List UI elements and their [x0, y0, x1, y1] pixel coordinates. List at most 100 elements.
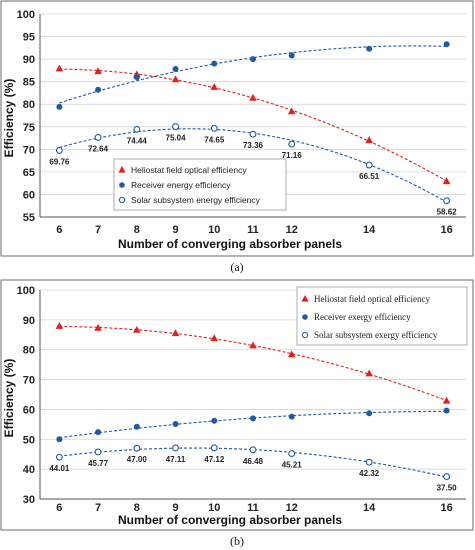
chart-b-receiver-point [366, 410, 373, 417]
chart-a-legend-marker-solar [118, 196, 126, 204]
chart-a-heliostat-point [249, 93, 257, 101]
chart-a-x-tick-label: 12 [286, 224, 298, 236]
chart-a-solar-point [94, 133, 102, 141]
chart-b-x-tick-label: 6 [56, 502, 62, 514]
chart-b-x-ticks: 6 7 8 9 10 11 12 14 16 [56, 502, 452, 514]
chart-b-series [55, 322, 451, 481]
chart-b-legend-marker-receiver [302, 314, 308, 320]
chart-b-y-tick-label: 70 [23, 375, 35, 387]
chart-b-data-label: 46.48 [243, 457, 264, 466]
chart-a-receiver-point [366, 45, 373, 52]
chart-a-x-tick-label: 9 [172, 224, 178, 236]
chart-b-data-label: 47.00 [127, 455, 148, 464]
chart-a-heliostat-point [365, 136, 373, 144]
chart-b-legend-box [296, 286, 468, 346]
chart-b-receiver-point [211, 417, 218, 424]
chart-a-caption: (a) [230, 260, 243, 274]
chart-b-x-tick-label: 7 [95, 502, 101, 514]
chart-a-heliostat-point [287, 107, 296, 115]
chart-a-trendline [59, 45, 447, 104]
chart-b-receiver-point [288, 413, 295, 420]
chart-a-legend-label: Heliostat field optical efficiency [131, 165, 247, 175]
chart-b-y-tick-label: 40 [23, 464, 35, 476]
chart-b-heliostat-point [94, 323, 102, 331]
chart-a-y-tick-label: 65 [23, 167, 35, 179]
chart-b-receiver-point [250, 415, 256, 422]
chart-a-data-label: 74.65 [204, 135, 225, 144]
chart-b-data-labels: 44.01 45.77 47.00 47.11 47.12 46.48 45.21 42.32… [49, 455, 457, 493]
chart-b-legend-marker-heliostat [301, 295, 309, 302]
chart-a-y-ticks: 55 60 65 70 75 80 85 90 95 100 [17, 9, 35, 224]
chart-a-x-tick-label: 6 [56, 224, 62, 236]
chart-a-receiver-point [133, 74, 140, 81]
chart-a-x-tick-label: 8 [134, 224, 140, 236]
chart-b-heliostat-point [210, 334, 219, 342]
chart-a-y-tick-label: 55 [23, 212, 35, 224]
chart-b-solar-point [94, 448, 102, 456]
chart-a-solar-point [133, 125, 141, 133]
chart-a-solar-point [55, 146, 63, 154]
chart-b-receiver-point [95, 429, 102, 436]
chart-a-x-ticks: 6 7 8 9 10 11 12 14 16 [56, 224, 452, 236]
chart-a-y-tick-label: 75 [23, 122, 35, 134]
chart-b: 30 40 50 60 70 80 90 100 6 7 8 9 10 11 12 14 16 44.01 45… [0, 279, 474, 531]
chart-a-data-labels: 69.76 72.64 74.44 75.04 74.65 73.36 71.16 66.51… [49, 134, 457, 217]
chart-b-legend: Heliostat field optical efficiency Receiv… [296, 286, 468, 346]
chart-a-series [55, 41, 451, 205]
chart-a: 55 60 65 70 75 80 85 90 95 100 6 7 8 9 10 11 12 14 16 69.… [0, 0, 474, 257]
chart-b-data-label: 42.32 [359, 469, 380, 478]
chart-b-heliostat-point [249, 341, 257, 349]
chart-b-x-tick-label: 11 [247, 502, 259, 514]
chart-b-y-tick-label: 90 [23, 315, 35, 327]
chart-a-y-tick-label: 60 [23, 189, 35, 201]
chart-a-x-tick-label: 16 [441, 224, 453, 236]
chart-b-receiver-point [172, 421, 179, 428]
chart-b-y-tick-label: 80 [23, 345, 35, 357]
chart-a-frame [0, 0, 474, 257]
chart-a-data-label: 74.44 [127, 136, 148, 145]
chart-a-legend-label: Solar subsystem energy efficiency [131, 195, 261, 205]
chart-b-heliostat-point [442, 396, 451, 404]
chart-b-solar-point [249, 446, 257, 454]
chart-b-x-tick-label: 16 [441, 502, 453, 514]
chart-b-x-tick-label: 10 [208, 502, 220, 514]
chart-b-frame [0, 279, 474, 531]
chart-b-x-tick-label: 9 [172, 502, 178, 514]
chart-a-receiver-point [288, 52, 295, 59]
chart-a-legend-box [113, 158, 287, 211]
chart-b-y-ticks: 30 40 50 60 70 80 90 100 [17, 285, 35, 506]
chart-b-heliostat-point [55, 322, 64, 329]
chart-a-x-tick-label: 14 [363, 224, 376, 236]
chart-b-solar-point [133, 444, 141, 452]
chart-b-y-tick-label: 50 [23, 434, 35, 446]
chart-b-heliostat-point [365, 369, 373, 377]
chart-a-data-label: 66.51 [359, 172, 380, 181]
chart-b-data-label: 45.77 [88, 459, 109, 468]
chart-b-caption: (b) [230, 534, 244, 548]
chart-a-heliostat-point [55, 64, 64, 72]
chart-a-data-label: 72.64 [88, 144, 109, 153]
chart-b-x-tick-label: 12 [286, 502, 298, 514]
chart-b-data-label: 37.50 [437, 484, 458, 493]
chart-b-solar-point [365, 458, 373, 466]
chart-a-data-label: 69.76 [49, 157, 70, 166]
chart-a-heliostat-point [171, 75, 180, 83]
chart-b-solar-point [55, 453, 63, 461]
chart-b-x-axis-label: Number of converging absorber panels [118, 513, 342, 527]
chart-b-solar-point [172, 444, 179, 452]
chart-a-solar-point [365, 161, 373, 169]
chart-a-y-tick-label: 70 [23, 144, 35, 156]
chart-b-heliostat-point [171, 329, 180, 337]
chart-b-axes [39, 290, 466, 500]
chart-a-solar-point [443, 197, 451, 205]
chart-a-solar-point [172, 123, 179, 131]
chart-a-y-tick-label: 85 [23, 77, 35, 89]
chart-b-trendline [59, 410, 447, 439]
chart-a-data-label: 71.16 [282, 151, 303, 160]
chart-a-y-tick-label: 90 [23, 54, 35, 66]
chart-b-data-label: 45.21 [282, 461, 303, 470]
chart-a-x-tick-label: 7 [95, 224, 101, 236]
chart-a-legend-marker-heliostat [118, 166, 126, 173]
chart-b-y-tick-label: 100 [17, 285, 35, 297]
